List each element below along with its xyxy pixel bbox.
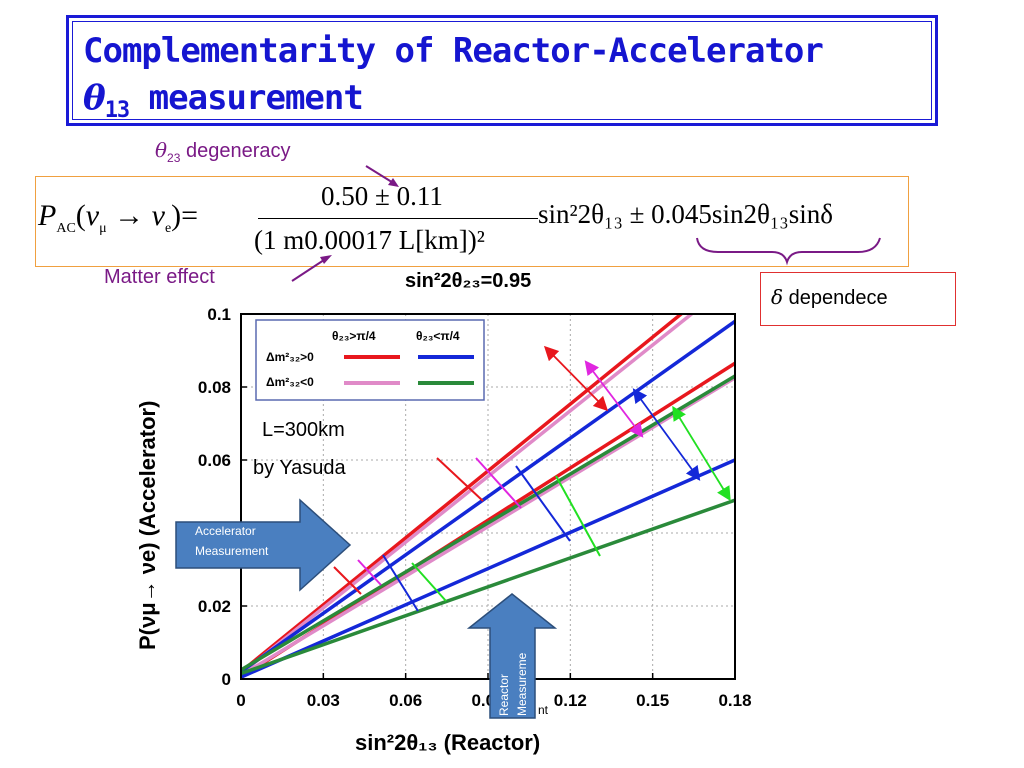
accelerator-arrow: Accelerator Measurement <box>175 498 352 592</box>
degeneracy-theta: θ <box>155 138 168 162</box>
series-line-blue <box>241 458 735 679</box>
y-tick-label: 0.08 <box>198 378 231 397</box>
x-tick-label: 0.15 <box>636 691 669 710</box>
y-tick-label: 0.1 <box>207 305 231 324</box>
accelerator-arrow-shape <box>175 498 352 592</box>
distance-label: L=300km <box>262 419 345 441</box>
reactor-arrow: Reactor Measureme nt <box>466 593 558 719</box>
formula-numerator: 0.50 ± 0.11 <box>321 181 443 211</box>
series-line-blue <box>241 319 735 674</box>
plot-title: sin²2θ₂₃=0.95 <box>405 270 532 292</box>
ticks: 00.030.060.090.120.150.1800.020.040.060.… <box>198 305 752 710</box>
bracket-blue-large <box>515 465 571 542</box>
legend-col2: θ₂₃<π/4 <box>416 329 460 343</box>
y-axis-title: P(νμ→ νe) (Accelerator) <box>135 401 160 650</box>
matter-effect-label: Matter effect <box>104 266 215 288</box>
bracket-group <box>333 345 731 612</box>
reactor-arrow-overflow: nt <box>538 703 549 717</box>
degeneracy-label: θ23 degeneracy <box>155 138 290 165</box>
accelerator-arrow-line2: Measurement <box>195 544 269 558</box>
series-line-pink <box>241 314 695 675</box>
formula-denominator: (1 m0.00017 L[km])² <box>254 225 485 255</box>
formula-nu-mu-sub: μ <box>99 221 107 236</box>
degeneracy-arrow <box>365 165 396 185</box>
formula-box: PAC(νμ → νe)= 0.50 ± 0.11 (1 m0.00017 L[… <box>35 176 909 267</box>
formula-fraction-bar <box>258 218 538 219</box>
reactor-arrow-shape <box>466 593 558 719</box>
matter-arrowhead <box>320 255 332 264</box>
bracket-magenta-small <box>357 559 382 586</box>
degeneracy-arrowhead <box>388 178 399 187</box>
legend-frame <box>255 319 485 401</box>
x-axis-title: sin²2θ₁₃ (Reactor) <box>355 730 540 755</box>
degeneracy-text: degeneracy <box>180 140 291 162</box>
delta-dependence-box: δ dependece <box>760 272 956 326</box>
bracket-red-large <box>436 457 484 502</box>
formula-nu-mu: ν <box>85 199 100 232</box>
matter-arrow <box>291 257 328 282</box>
legend-row2: Δm²₃₂<0 <box>266 375 314 389</box>
reactor-arrow-line1: Reactor <box>497 674 511 716</box>
y-tick-label: 0.06 <box>198 451 231 470</box>
formula-arrow: → <box>114 199 145 232</box>
series-line-green <box>241 498 735 676</box>
delta-brace <box>696 237 881 266</box>
bracket-lime-small <box>411 562 447 602</box>
legend-col1: θ₂₃>π/4 <box>332 329 376 343</box>
bracket-blue-small <box>382 554 419 612</box>
x-tick-label: 0 <box>236 691 245 710</box>
x-tick-label: 0.18 <box>718 691 751 710</box>
x-tick-label: 0.06 <box>389 691 422 710</box>
author-label: by Yasuda <box>253 457 347 479</box>
bracket-red-small <box>333 566 362 595</box>
delta-symbol: δ <box>771 285 784 309</box>
delta-text: dependece <box>783 287 888 309</box>
y-tick-label: 0.02 <box>198 597 231 616</box>
formula-nu-e: ν <box>151 199 165 232</box>
bracket-magenta-large <box>475 457 522 509</box>
x-tick-label: 0.12 <box>554 691 587 710</box>
legend: θ₂₃>π/4 θ₂₃<π/4 Δm²₃₂>0 Δm²₃₂<0 <box>255 319 485 401</box>
formula-p: P <box>38 199 57 232</box>
reactor-arrow-line2: Measureme <box>515 652 529 716</box>
x-tick-label: 0.03 <box>307 691 340 710</box>
y-tick-label: 0 <box>222 670 231 689</box>
degeneracy-sub: 23 <box>167 151 181 165</box>
formula-nu-e-sub: e <box>164 221 172 236</box>
bracket-lime-large <box>555 475 601 557</box>
title-box: Complementarity of Reactor-Accelerator θ… <box>66 15 938 126</box>
accelerator-arrow-line1: Accelerator <box>195 524 256 538</box>
formula-rhs: sin²2θ₁₃ ± 0.045sin2θ₁₃sinδ <box>538 199 833 229</box>
formula-p-sub: AC <box>56 221 76 236</box>
delta-arrow-magenta <box>584 360 644 438</box>
formula-lhs: PAC(νμ → νe)= <box>38 199 199 236</box>
delta-arrow-lime <box>672 405 731 502</box>
legend-row1: Δm²₃₂>0 <box>266 350 314 364</box>
